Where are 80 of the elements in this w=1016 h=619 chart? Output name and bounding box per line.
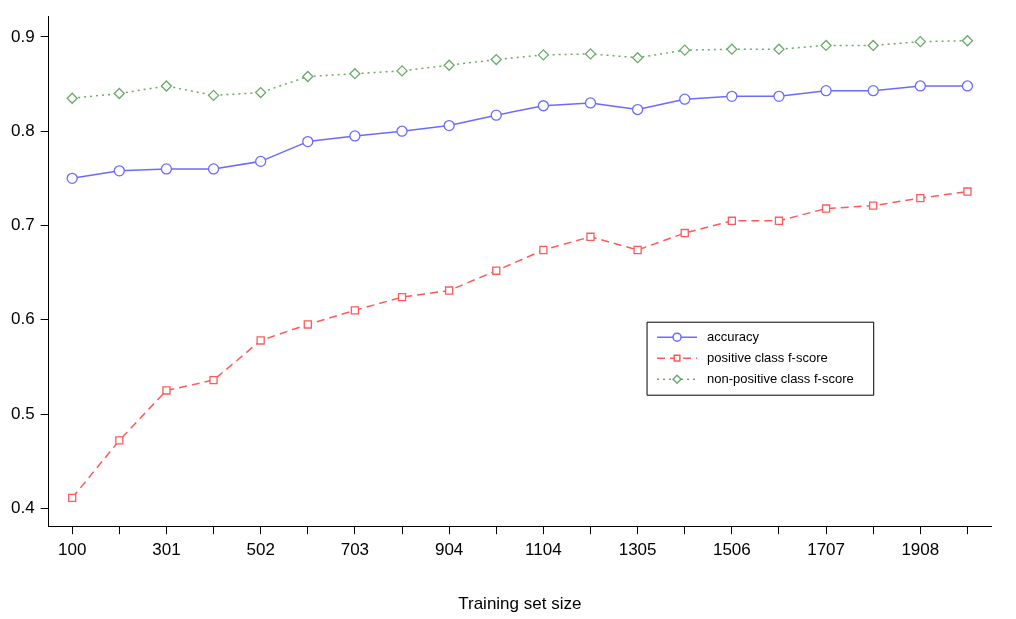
point bbox=[537, 49, 550, 61]
point bbox=[490, 53, 502, 66]
x-tick-label: 1707 bbox=[807, 540, 845, 560]
x-tick-label: 703 bbox=[340, 540, 370, 560]
y-tick-label: 0.6 bbox=[10, 309, 35, 329]
point bbox=[349, 130, 361, 142]
point bbox=[209, 375, 218, 385]
point bbox=[961, 80, 974, 92]
y-tick-label: 0.8 bbox=[10, 120, 35, 140]
x-tick-label: 502 bbox=[246, 540, 275, 560]
point bbox=[396, 125, 408, 137]
point bbox=[916, 193, 925, 203]
point bbox=[256, 336, 265, 345]
point bbox=[820, 39, 832, 52]
x-tick-label: 1305 bbox=[618, 540, 657, 560]
point bbox=[443, 59, 455, 71]
y-tick-label: 0.4 bbox=[10, 497, 35, 517]
point bbox=[207, 89, 220, 102]
point bbox=[727, 216, 737, 225]
point bbox=[207, 163, 220, 175]
x-tick-label: 1104 bbox=[525, 540, 562, 560]
point bbox=[914, 80, 926, 92]
point bbox=[539, 245, 548, 255]
x-tick-label: 904 bbox=[434, 540, 464, 560]
point bbox=[726, 43, 738, 55]
point bbox=[302, 70, 314, 83]
point bbox=[633, 245, 642, 255]
point bbox=[821, 204, 831, 213]
point bbox=[963, 187, 972, 196]
point bbox=[397, 292, 407, 302]
point bbox=[869, 201, 878, 210]
point bbox=[773, 43, 785, 55]
point bbox=[961, 35, 974, 47]
point bbox=[255, 155, 267, 168]
point bbox=[303, 320, 312, 329]
x-tick-label: 100 bbox=[58, 540, 87, 560]
x-tick-label: 1908 bbox=[901, 540, 940, 560]
point bbox=[396, 65, 408, 77]
x-tick-label: 1506 bbox=[712, 540, 751, 560]
point bbox=[726, 90, 738, 102]
point bbox=[255, 86, 267, 99]
point bbox=[302, 135, 314, 148]
point bbox=[66, 172, 78, 184]
point bbox=[820, 85, 832, 97]
y-tick-label: 0.7 bbox=[10, 215, 35, 235]
y-tick-label: 0.9 bbox=[10, 26, 35, 46]
point bbox=[586, 232, 595, 241]
point bbox=[679, 93, 691, 105]
point bbox=[774, 216, 784, 225]
point bbox=[68, 493, 77, 503]
point bbox=[584, 97, 597, 109]
point bbox=[443, 119, 455, 132]
point bbox=[115, 436, 124, 445]
point bbox=[914, 36, 926, 48]
point bbox=[66, 92, 78, 104]
point bbox=[444, 286, 454, 295]
point bbox=[631, 52, 644, 64]
x-tick-label: 301 bbox=[152, 540, 181, 560]
point bbox=[867, 85, 879, 97]
point bbox=[160, 80, 173, 92]
point bbox=[350, 306, 360, 315]
point bbox=[160, 163, 173, 175]
x-axis-title: Training set size bbox=[458, 594, 582, 614]
point bbox=[162, 386, 171, 395]
legend-label: positive class f-score bbox=[707, 349, 828, 365]
point bbox=[113, 165, 125, 177]
legend-label: non-positive class f-score bbox=[707, 370, 854, 386]
point bbox=[492, 266, 501, 275]
point bbox=[113, 87, 125, 100]
legend-label: accuracy bbox=[707, 328, 760, 344]
point bbox=[584, 48, 597, 60]
point bbox=[490, 109, 502, 121]
point bbox=[537, 100, 550, 112]
point bbox=[773, 90, 785, 102]
y-tick-label: 0.5 bbox=[10, 403, 35, 423]
point bbox=[349, 68, 361, 80]
point bbox=[679, 44, 691, 56]
point bbox=[867, 39, 879, 52]
point bbox=[680, 228, 689, 238]
point bbox=[631, 103, 644, 116]
